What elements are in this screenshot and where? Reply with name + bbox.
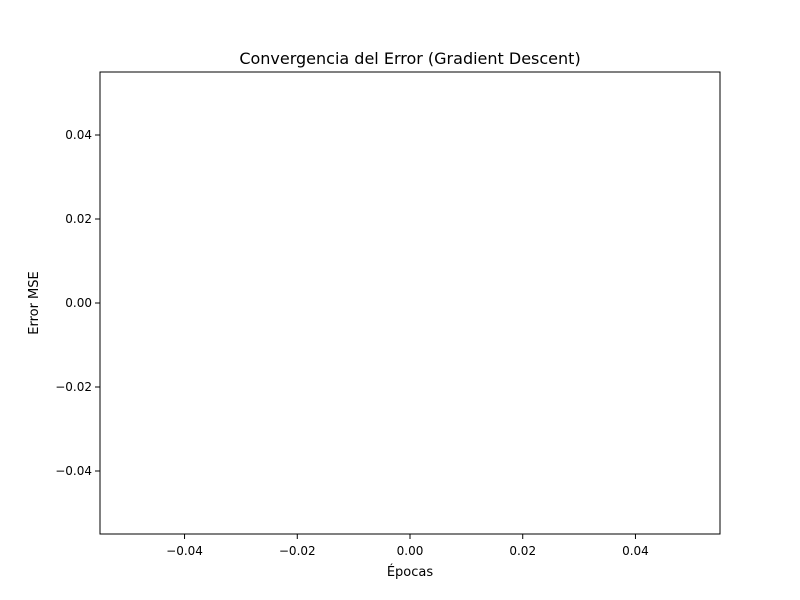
x-tick-label: 0.04	[622, 544, 649, 558]
y-axis-ticks: −0.04 −0.02 0.00 0.02 0.04	[55, 128, 100, 478]
plot-frame	[99, 71, 721, 535]
y-tick-label: 0.04	[65, 128, 92, 142]
x-tick-label: 0.00	[397, 544, 424, 558]
x-tick-label: 0.02	[509, 544, 536, 558]
x-axis-label: Épocas	[387, 564, 434, 580]
x-tick-label: −0.02	[279, 544, 316, 558]
y-tick-label: −0.02	[55, 380, 92, 394]
y-tick-label: 0.02	[65, 212, 92, 226]
chart-title: Convergencia del Error (Gradient Descent…	[239, 49, 580, 68]
y-axis-label: Error MSE	[27, 271, 42, 335]
y-tick-label: 0.00	[65, 296, 92, 310]
x-tick-label: −0.04	[166, 544, 203, 558]
y-tick-label: −0.04	[55, 464, 92, 478]
x-axis-ticks: −0.04 −0.02 0.00 0.02 0.04	[166, 534, 649, 558]
